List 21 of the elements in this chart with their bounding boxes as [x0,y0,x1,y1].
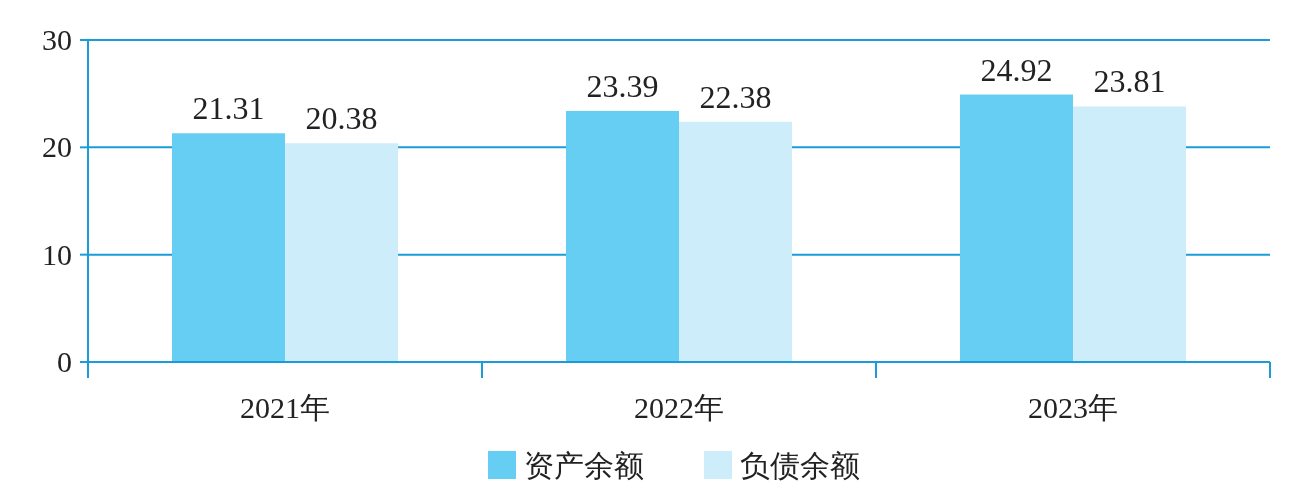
data-label: 21.31 [192,90,265,127]
data-label: 23.39 [586,67,659,104]
bar [960,94,1073,362]
data-label: 24.92 [980,51,1053,88]
data-label: 22.38 [699,78,772,115]
bar [285,143,398,362]
bar [172,133,285,362]
y-tick-label: 10 [42,237,72,271]
y-tick-label: 30 [42,23,72,56]
x-tick-label: 2023年 [1028,391,1118,424]
y-tick-label: 0 [57,345,72,378]
x-tick-label: 2022年 [634,391,724,424]
bar [679,121,792,362]
legend-label: 资产余额 [524,449,644,482]
x-tick-label: 2021年 [240,391,330,424]
data-label: 20.38 [305,100,378,137]
y-tick-label: 20 [42,130,72,164]
legend-label: 负债余额 [740,449,860,482]
bar [1073,106,1186,362]
data-label: 23.81 [1093,63,1166,100]
bar [566,110,679,362]
